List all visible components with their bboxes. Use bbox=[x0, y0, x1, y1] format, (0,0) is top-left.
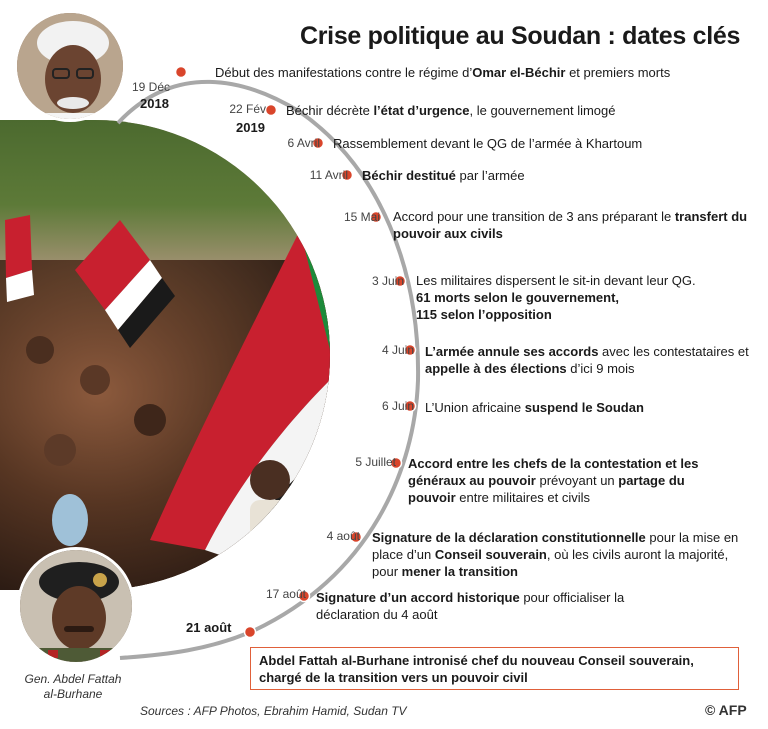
flag-black-stripe-mid bbox=[118, 278, 175, 348]
event-text: prévoyant un bbox=[535, 473, 619, 488]
timeline-event-text: Les militaires dispersent le sit-in deva… bbox=[416, 272, 746, 323]
event-text-bold: l’état d’urgence bbox=[373, 103, 470, 118]
portrait-al-burhane bbox=[17, 547, 135, 665]
timeline-line bbox=[116, 79, 421, 660]
person-head bbox=[44, 434, 76, 466]
timeline-year: 2019 bbox=[236, 120, 265, 135]
timeline-date: 6 Avril bbox=[287, 136, 320, 150]
person-head bbox=[134, 404, 166, 436]
timeline-event-text: Béchir destitué par l’armée bbox=[362, 167, 752, 184]
timeline-event-text: Signature de la déclaration constitution… bbox=[372, 529, 747, 580]
event-text-bold: L’armée annule ses accords bbox=[425, 344, 599, 359]
timeline-date: 4 août bbox=[326, 529, 360, 543]
portrait-omar-el-bechir bbox=[14, 10, 126, 122]
flag-red-stripe-mid bbox=[75, 220, 150, 310]
event-text-bold: suspend le Soudan bbox=[524, 400, 644, 415]
final-event-box: Abdel Fattah al-Burhane intronisé chef d… bbox=[250, 647, 739, 690]
timeline-date: 22 Fév bbox=[229, 102, 266, 116]
event-text-bold: Conseil souverain bbox=[434, 547, 547, 562]
event-text: pour officialiser la déclaration du 4 ao… bbox=[316, 590, 625, 622]
event-text-bold: Signature de la déclaration constitution… bbox=[372, 530, 646, 545]
sources-note: Sources : AFP Photos, Ebrahim Hamid, Sud… bbox=[140, 704, 407, 718]
timeline-dot bbox=[264, 103, 278, 117]
portrait-caption: Gen. Abdel Fattah al-Burhane bbox=[24, 672, 122, 701]
timeline-event-text: Béchir décrète l’état d’urgence, le gouv… bbox=[286, 102, 756, 119]
timeline-dot bbox=[393, 274, 407, 288]
event-text: d’ici 9 mois bbox=[566, 361, 635, 376]
page-title: Crise politique au Soudan : dates clés bbox=[300, 22, 741, 50]
event-text: par l’armée bbox=[455, 168, 525, 183]
flag-white-stripe-left bbox=[6, 270, 34, 302]
timeline-date: 4 Juin bbox=[381, 343, 414, 357]
portrait-burhane-illustration bbox=[20, 550, 132, 662]
event-text-bold: Signature d’un accord historique bbox=[316, 590, 520, 605]
timeline-date: 11 Avril bbox=[309, 168, 348, 182]
timeline-dot bbox=[297, 589, 311, 603]
timeline-year: 2018 bbox=[140, 96, 169, 111]
event-text-bold: transfert du pouvoir aux civils bbox=[393, 209, 748, 241]
timeline-event-text: L’Union africaine suspend le Soudan bbox=[425, 399, 750, 416]
big-flag-red bbox=[150, 230, 330, 550]
timeline-dot bbox=[403, 399, 417, 413]
timeline-dot bbox=[243, 625, 257, 639]
event-text-bold: Béchir destitué bbox=[362, 168, 456, 183]
event-text: , où les civils auront la majorité, pour bbox=[372, 547, 729, 579]
person-robe bbox=[250, 500, 300, 590]
event-text: Béchir décrète bbox=[286, 103, 374, 118]
sudan-flags-illustration bbox=[5, 215, 330, 590]
timeline-event-text: Signature d’un accord historique pour of… bbox=[316, 589, 656, 623]
timeline-dot bbox=[340, 168, 354, 182]
flag-red-stripe-left bbox=[5, 215, 32, 278]
timeline-dots bbox=[174, 65, 417, 639]
event-text: et premiers morts bbox=[565, 65, 671, 80]
timeline-dot bbox=[369, 210, 383, 224]
timeline-event-text: Accord entre les chefs de la contestatio… bbox=[408, 455, 728, 506]
timeline-event-text: Début des manifestations contre le régim… bbox=[215, 64, 755, 81]
timeline-dot bbox=[389, 456, 403, 470]
crowd-photo bbox=[0, 120, 330, 590]
event-text: , le gouvernement limogé bbox=[469, 103, 616, 118]
event-text-bold: 61 morts selon le gouvernement, bbox=[416, 290, 620, 305]
water-bottle bbox=[52, 494, 88, 546]
timeline-date: 19 Déc bbox=[131, 80, 170, 94]
person-head bbox=[80, 365, 110, 395]
timeline-date: 3 Juin bbox=[371, 274, 404, 288]
big-flag-green bbox=[300, 220, 330, 350]
timeline-event-text: Accord pour une transition de 3 ans prép… bbox=[393, 208, 753, 242]
timeline-date: 5 Juillet bbox=[355, 455, 396, 469]
portrait-bechir-illustration bbox=[17, 13, 123, 119]
final-date: 21 août bbox=[186, 620, 232, 635]
timeline-event-text: Rassemblement devant le QG de l’armée à … bbox=[333, 135, 753, 152]
event-text: Rassemblement devant le QG de l’armée à … bbox=[333, 136, 643, 151]
timeline-dot bbox=[403, 343, 417, 357]
event-text: avec les contestataires et bbox=[598, 344, 749, 359]
event-text: Accord pour une transition de 3 ans prép… bbox=[393, 209, 675, 224]
timeline-event-text: L’armée annule ses accords avec les cont… bbox=[425, 343, 750, 377]
timeline-date: 17 août bbox=[265, 587, 306, 601]
timeline-dot bbox=[349, 530, 363, 544]
afp-credit: © AFP bbox=[705, 702, 747, 718]
flag-white-stripe-mid bbox=[105, 260, 162, 330]
event-text: entre militaires et civils bbox=[455, 490, 591, 505]
event-text: Début des manifestations contre le régim… bbox=[215, 65, 473, 80]
person-head bbox=[250, 460, 290, 500]
event-text-bold: 115 selon l’opposition bbox=[416, 307, 552, 322]
event-text-bold: partage du pouvoir bbox=[408, 473, 685, 505]
event-text-bold: Omar el-Béchir bbox=[472, 65, 566, 80]
event-text-bold: Accord entre les chefs de la contestatio… bbox=[408, 456, 699, 488]
timeline-date: 15 Mai bbox=[343, 210, 380, 224]
timeline-dot bbox=[174, 65, 188, 79]
event-text-bold: appelle à des élections bbox=[425, 361, 567, 376]
event-text: Les militaires dispersent le sit-in deva… bbox=[416, 273, 696, 288]
event-text: L’Union africaine bbox=[425, 400, 525, 415]
timeline-dot bbox=[311, 136, 325, 150]
person-head bbox=[26, 336, 54, 364]
event-text-bold: mener la transition bbox=[401, 564, 518, 579]
event-text: pour la mise en place d’un bbox=[372, 530, 739, 562]
timeline-date: 6 Juin bbox=[381, 399, 414, 413]
